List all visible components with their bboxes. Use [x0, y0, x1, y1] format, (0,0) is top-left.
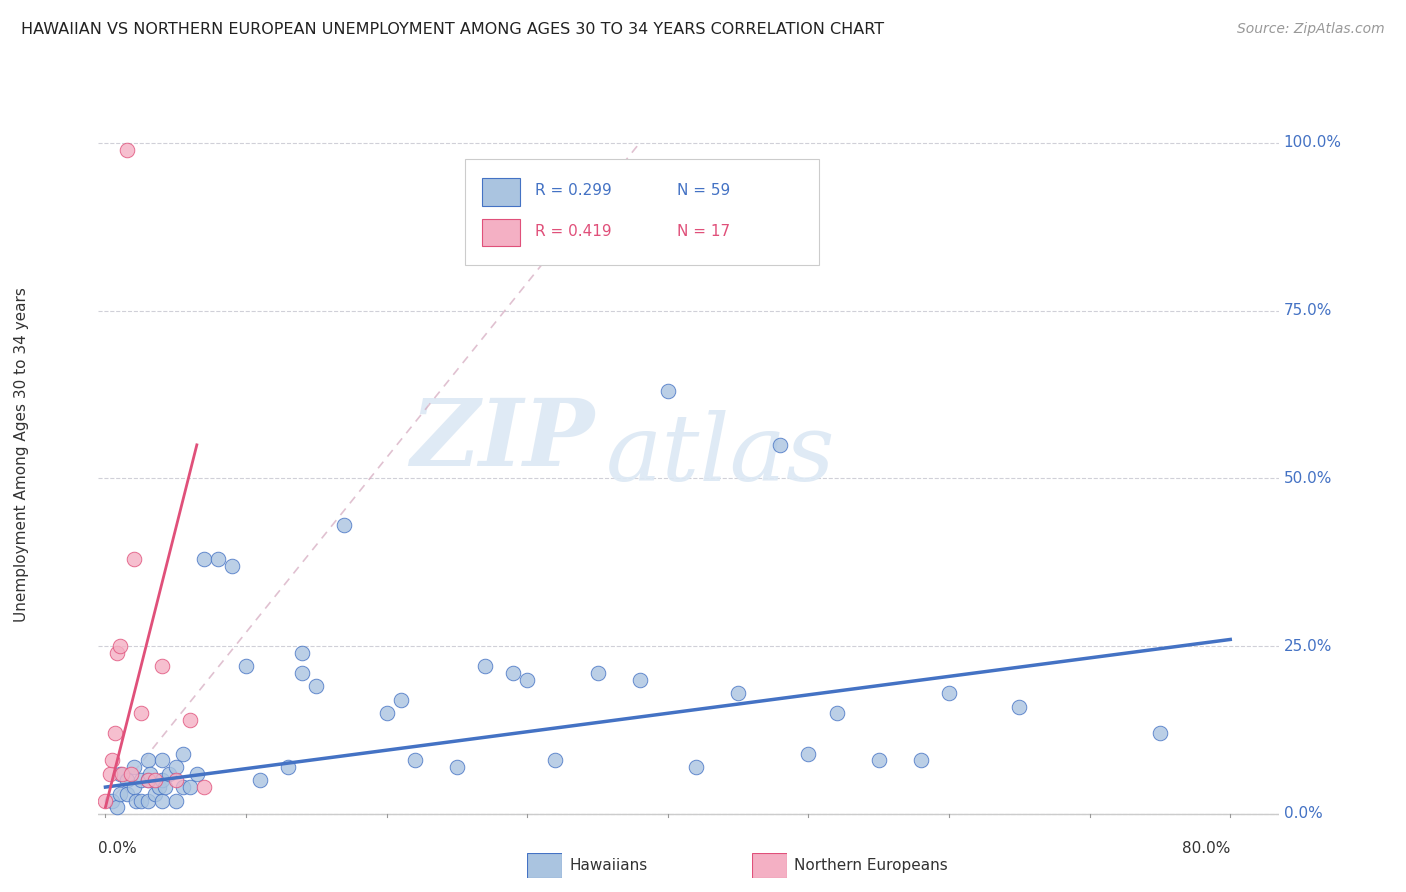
Text: Source: ZipAtlas.com: Source: ZipAtlas.com [1237, 22, 1385, 37]
Point [910, 753, 932, 767]
Point [474, 659, 496, 673]
Point [143, 773, 166, 788]
Point [153, 780, 176, 794]
Point [179, 713, 201, 727]
Point [1008, 699, 1031, 714]
Text: 80.0%: 80.0% [1182, 841, 1230, 855]
Point [544, 753, 567, 767]
Point [868, 753, 890, 767]
Point [186, 766, 208, 780]
Point [122, 552, 145, 566]
Point [165, 793, 187, 807]
Point [148, 780, 170, 794]
Point [136, 753, 159, 767]
Point [139, 766, 162, 780]
Point [157, 766, 180, 780]
Point [115, 143, 138, 157]
Point [108, 787, 131, 801]
Bar [482, 178, 520, 206]
Text: Unemployment Among Ages 30 to 34 years: Unemployment Among Ages 30 to 34 years [14, 287, 30, 623]
Point [120, 766, 142, 780]
Point [105, 800, 128, 814]
Point [136, 793, 159, 807]
Point [446, 760, 468, 774]
Point [235, 659, 257, 673]
Point [172, 747, 194, 761]
Point [277, 760, 299, 774]
Point [207, 552, 229, 566]
Point [165, 760, 187, 774]
Point [333, 518, 356, 533]
Point [101, 753, 124, 767]
Point [291, 665, 314, 680]
Text: 100.0%: 100.0% [1284, 136, 1341, 151]
Point [305, 680, 328, 694]
Point [172, 780, 194, 794]
Point [101, 793, 124, 807]
Point [516, 673, 538, 687]
Bar [482, 219, 520, 246]
Text: N = 17: N = 17 [678, 224, 730, 238]
Point [150, 773, 173, 788]
Point [104, 726, 127, 740]
Point [150, 659, 173, 673]
Point [108, 766, 131, 780]
Point [221, 558, 243, 573]
Point [94, 793, 117, 807]
Text: ZIP: ZIP [411, 395, 595, 485]
Text: N = 59: N = 59 [678, 183, 730, 198]
Text: 0.0%: 0.0% [98, 841, 138, 855]
Text: 75.0%: 75.0% [1284, 303, 1331, 318]
Text: Northern Europeans: Northern Europeans [794, 858, 948, 872]
Point [136, 773, 159, 788]
Point [179, 780, 201, 794]
Point [249, 773, 271, 788]
Point [115, 787, 138, 801]
Text: 0.0%: 0.0% [1284, 806, 1323, 822]
Point [628, 673, 651, 687]
Point [404, 753, 426, 767]
Point [193, 780, 215, 794]
Point [122, 780, 145, 794]
FancyBboxPatch shape [464, 159, 818, 265]
Text: R = 0.299: R = 0.299 [536, 183, 612, 198]
Point [727, 686, 749, 700]
Point [150, 753, 173, 767]
Point [375, 706, 398, 721]
Point [1149, 726, 1171, 740]
Point [389, 693, 412, 707]
Text: atlas: atlas [606, 410, 835, 500]
Point [111, 766, 134, 780]
Point [129, 706, 152, 721]
Point [165, 773, 187, 788]
Point [143, 787, 166, 801]
Point [122, 760, 145, 774]
Point [129, 773, 152, 788]
Point [825, 706, 848, 721]
Point [938, 686, 960, 700]
Point [108, 639, 131, 653]
Point [193, 552, 215, 566]
Point [136, 773, 159, 788]
Point [129, 793, 152, 807]
Text: R = 0.419: R = 0.419 [536, 224, 612, 238]
Point [657, 384, 679, 399]
Point [769, 438, 792, 452]
Text: 50.0%: 50.0% [1284, 471, 1331, 486]
Point [291, 646, 314, 660]
Point [797, 747, 820, 761]
Point [150, 793, 173, 807]
Point [685, 760, 707, 774]
Point [98, 766, 121, 780]
Point [115, 773, 138, 788]
Point [105, 646, 128, 660]
Point [586, 665, 609, 680]
Point [502, 665, 524, 680]
Text: Hawaiians: Hawaiians [569, 858, 648, 872]
Point [125, 793, 148, 807]
Text: HAWAIIAN VS NORTHERN EUROPEAN UNEMPLOYMENT AMONG AGES 30 TO 34 YEARS CORRELATION: HAWAIIAN VS NORTHERN EUROPEAN UNEMPLOYME… [21, 22, 884, 37]
Text: 25.0%: 25.0% [1284, 639, 1331, 654]
